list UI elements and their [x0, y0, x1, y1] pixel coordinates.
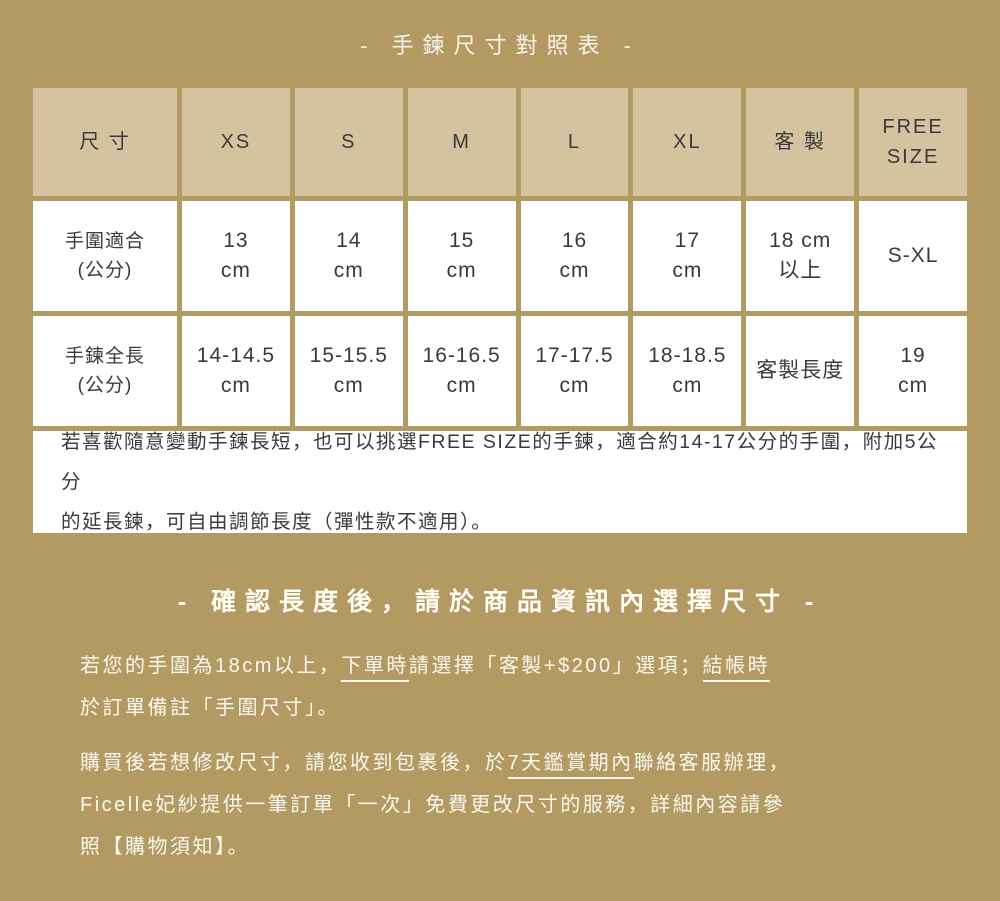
value-cell-1-1: 15-15.5 cm [294, 316, 403, 426]
value-cell-1-3: 17-17.5 cm [520, 316, 629, 426]
cell-line: (公分) [77, 375, 133, 396]
cell-line: 16 [561, 229, 588, 252]
cell-line: cm [672, 374, 703, 397]
cell-line: cm [333, 259, 364, 282]
page-title: - 手鍊尺寸對照表 - [360, 33, 640, 58]
cell-line: 手鍊全長 [64, 346, 145, 367]
cell-line: 13 [223, 229, 249, 252]
header-cell-6: 客 製 [746, 88, 855, 196]
cell-line: SIZE [886, 146, 940, 168]
cell-line: cm [446, 374, 477, 397]
paragraph-line: Ficelle妃紗提供一筆訂單「一次」免費更改尺寸的服務，詳細內容請參 [80, 784, 950, 826]
value-cell-0-5: 18 cm 以上 [746, 201, 855, 311]
cell-line: 14 [336, 229, 362, 252]
cell-line: XS [220, 131, 252, 153]
info-paragraphs: 若您的手圍為18cm以上，下單時請選擇「客製+$200」選項；結帳時於訂單備註「… [80, 645, 950, 868]
row-label-0: 手圍適合 (公分) [33, 201, 177, 311]
cell-line: 18-18.5 [648, 344, 727, 367]
text-segment: 若您的手圍為18cm以上， [80, 655, 342, 677]
cell-line: cm [559, 259, 590, 282]
underlined-text: 下單時 [341, 655, 409, 682]
cell-line: cm [220, 374, 251, 397]
paragraph-0: 若您的手圍為18cm以上，下單時請選擇「客製+$200」選項；結帳時於訂單備註「… [80, 645, 950, 729]
paragraph-1: 購買後若想修改尺寸，請您收到包裹後，於7天鑑賞期內聯絡客服辦理， Ficelle妃… [80, 742, 950, 868]
cell-line: 手圍適合 [64, 231, 145, 252]
cell-line: cm [220, 259, 251, 282]
value-cell-0-6: S-XL [859, 201, 967, 311]
cell-line: 尺 寸 [79, 131, 131, 153]
value-cell-1-5: 客製長度 [746, 316, 855, 426]
value-cell-0-0: 13 cm [182, 201, 290, 311]
note-line: 若喜歡隨意變動手鍊長短，也可以挑選FREE SIZE的手鍊，適合約14-17公分… [61, 431, 938, 493]
cell-line: cm [446, 259, 477, 282]
cell-line: 16-16.5 [422, 344, 501, 367]
cell-line: 以上 [778, 259, 823, 282]
value-cell-0-3: 16 cm [520, 201, 629, 311]
value-cell-1-0: 14-14.5 cm [182, 316, 290, 426]
cell-line: S [341, 131, 357, 153]
cell-line: 客製長度 [756, 359, 845, 382]
header-cell-4: L [520, 88, 629, 196]
cell-line: 15 [448, 229, 475, 252]
cell-line: M [452, 131, 471, 153]
cell-line: cm [333, 374, 364, 397]
value-cell-0-1: 14 cm [294, 201, 403, 311]
cell-line: L [567, 131, 582, 153]
paragraph-line: 若您的手圍為18cm以上，下單時請選擇「客製+$200」選項；結帳時 [80, 645, 950, 687]
size-table: 尺 寸 XS S M L XL 客 製 FREE SIZE 手圍適合 (公分) 13 cm 14 cm 15 c… [33, 88, 967, 533]
value-cell-1-2: 16-16.5 cm [407, 316, 516, 426]
table-note: 若喜歡隨意變動手鍊長短，也可以挑選FREE SIZE的手鍊，適合約14-17公分… [33, 431, 967, 533]
header-cell-2: S [294, 88, 403, 196]
cell-line: S-XL [887, 244, 939, 267]
section-subtitle: - 確認長度後，請於商品資訊內選擇尺寸 - [177, 588, 823, 616]
header-cell-5: XL [633, 88, 742, 196]
cell-line: FREE [882, 116, 944, 138]
text-segment: 於訂單備註「手圍尺寸」。 [80, 697, 340, 719]
header-cell-0: 尺 寸 [33, 88, 177, 196]
header-cell-1: XS [182, 88, 290, 196]
cell-line: 15-15.5 [309, 344, 388, 367]
paragraph-line: 購買後若想修改尺寸，請您收到包裹後，於7天鑑賞期內聯絡客服辦理， [80, 742, 950, 784]
value-cell-0-2: 15 cm [407, 201, 516, 311]
cell-line: 17 [674, 229, 701, 252]
cell-line: cm [559, 374, 590, 397]
cell-line: 19 [900, 344, 926, 367]
text-segment: 請選擇「客製+$200」選項； [408, 655, 703, 677]
header-cell-7: FREE SIZE [859, 88, 967, 196]
paragraph-line: 照【購物須知】。 [80, 826, 950, 868]
header-cell-3: M [407, 88, 516, 196]
text-segment: 購買後若想修改尺寸，請您收到包裹後，於 [80, 752, 508, 774]
text-segment: 聯絡客服辦理， [633, 752, 792, 774]
value-cell-0-4: 17 cm [633, 201, 742, 311]
paragraph-line: 於訂單備註「手圍尺寸」。 [80, 687, 950, 729]
cell-line: XL [673, 131, 702, 153]
cell-line: 18 cm [769, 229, 832, 252]
underlined-text: 7天鑑賞期內 [507, 752, 634, 779]
note-line: 的延長鍊，可自由調節長度（彈性款不適用）。 [61, 511, 493, 533]
cell-line: cm [672, 259, 703, 282]
value-cell-1-6: 19 cm [859, 316, 967, 426]
row-label-1: 手鍊全長 (公分) [33, 316, 177, 426]
text-segment: Ficelle妃紗提供一筆訂單「一次」免費更改尺寸的服務，詳細內容請參 [80, 794, 786, 816]
text-segment: 照【購物須知】。 [80, 836, 250, 858]
cell-line: 17-17.5 [535, 344, 614, 367]
cell-line: 14-14.5 [196, 344, 276, 367]
cell-line: (公分) [77, 260, 133, 281]
cell-line: 客 製 [774, 131, 826, 153]
cell-line: cm [898, 374, 929, 397]
underlined-text: 結帳時 [702, 655, 771, 682]
value-cell-1-4: 18-18.5 cm [633, 316, 742, 426]
